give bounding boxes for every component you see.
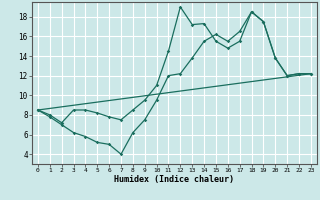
X-axis label: Humidex (Indice chaleur): Humidex (Indice chaleur) — [115, 175, 234, 184]
